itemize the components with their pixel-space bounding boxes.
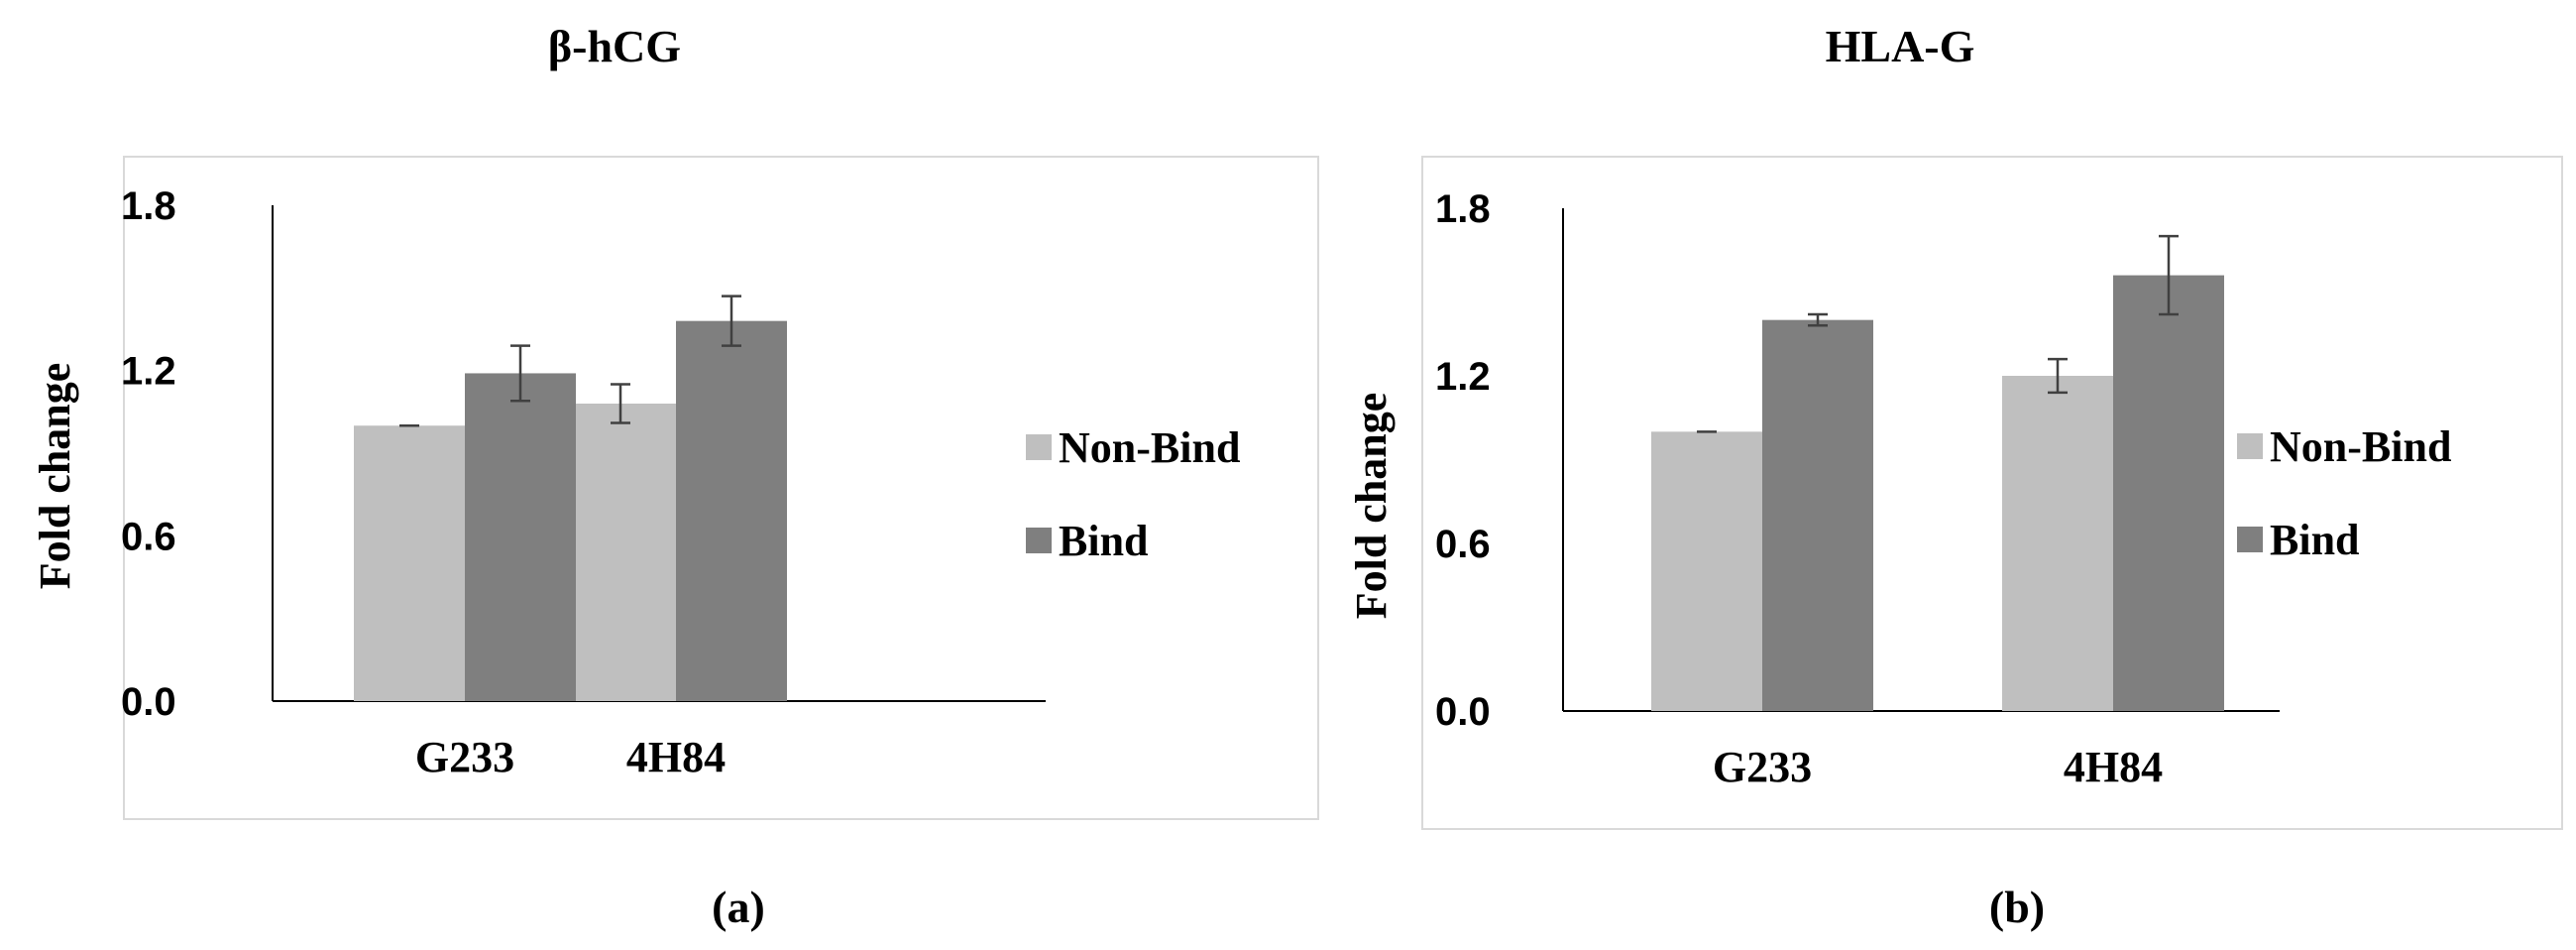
y-tick-label: 1.2 (1435, 355, 1491, 399)
y-tick-label: 0.6 (121, 515, 176, 558)
bar-non-bind-g233 (1651, 431, 1762, 711)
bar-bind-4h84 (2113, 275, 2224, 711)
y-axis-label: Fold change (1347, 393, 1396, 620)
chart-panel-b: HLA-G Fold change 0.00.61.21.8 G233 4H84 … (1347, 21, 2563, 932)
legend: Non-Bind Bind (1026, 423, 1240, 565)
chart-frame (1421, 156, 2563, 830)
chart-title: HLA-G (1826, 21, 1975, 71)
legend-swatch-non-bind (2237, 433, 2263, 459)
y-tick-label: 1.2 (121, 350, 176, 394)
error-bar-bind-4h84 (2159, 234, 2179, 316)
bar-bind-4h84 (676, 320, 787, 701)
chart-frame (123, 156, 1319, 820)
bars (354, 295, 787, 701)
y-axis-label: Fold change (31, 363, 79, 590)
bar-bind-g233 (1762, 319, 1873, 711)
figure-caption: (b) (1989, 882, 2045, 932)
x-tick-label: G233 (1713, 743, 1812, 791)
legend-label-non-bind: Non-Bind (1059, 423, 1240, 472)
bar-non-bind-4h84 (565, 404, 676, 701)
legend-label-bind: Bind (2270, 516, 2360, 564)
bars (1651, 234, 2224, 711)
y-tick-label: 0.6 (1435, 523, 1491, 566)
legend-swatch-non-bind (1026, 434, 1052, 460)
error-bar-bind-4h84 (722, 295, 741, 347)
y-tick-label: 1.8 (1435, 187, 1491, 231)
legend-label-non-bind: Non-Bind (2270, 422, 2451, 471)
bar-non-bind-g233 (354, 425, 465, 701)
x-ticks: G233 4H84 (415, 733, 726, 781)
legend: Non-Bind Bind (2237, 422, 2451, 564)
y-tick-label: 0.0 (121, 680, 176, 724)
y-tick-label: 1.8 (121, 184, 176, 228)
figure-caption: (a) (712, 882, 765, 932)
chart-panel-a: β-hCG Fold change 0.00.61.21.8 G233 4H84 … (31, 21, 1319, 932)
x-ticks: G233 4H84 (1713, 743, 2163, 791)
error-bar-bind-g233 (1808, 312, 1828, 327)
bar-non-bind-4h84 (2002, 376, 2113, 711)
x-tick-label: 4H84 (626, 733, 726, 781)
error-bar-bind-g233 (510, 344, 530, 403)
legend-label-bind: Bind (1059, 517, 1149, 565)
x-tick-label: G233 (415, 733, 514, 781)
y-ticks: 0.0 0.6 1.2 1.8 (1435, 187, 1491, 734)
error-bar-non-bind-4h84 (2048, 357, 2068, 395)
chart-title: β-hCG (548, 21, 681, 71)
y-tick-label: 0.0 (1435, 690, 1491, 734)
legend-swatch-bind (1026, 528, 1052, 553)
error-bar-non-bind-4h84 (611, 383, 630, 424)
x-tick-label: 4H84 (2064, 743, 2163, 791)
y-ticks: 0.0 0.6 1.2 1.8 (121, 184, 176, 724)
legend-swatch-bind (2237, 527, 2263, 552)
bar-bind-g233 (465, 373, 576, 701)
